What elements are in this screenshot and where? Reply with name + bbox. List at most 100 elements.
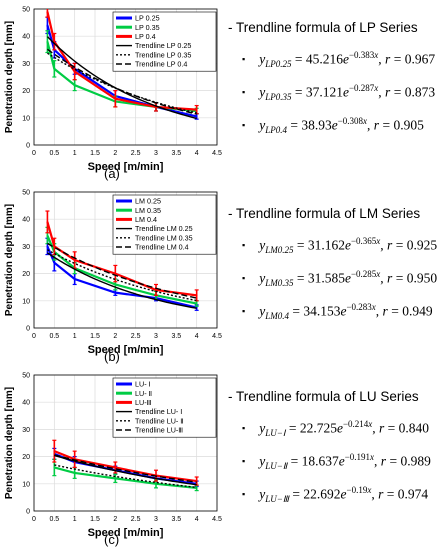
formula-y: y (259, 453, 266, 469)
x-tick-label: 3 (154, 333, 158, 340)
y-tick-label: 10 (22, 115, 30, 122)
data-point (155, 482, 157, 485)
formula-exponent: −0.383x (349, 50, 378, 60)
formula-exponent: −0.285x (351, 269, 380, 279)
formula-a: 22.725 (299, 420, 337, 436)
formula-exponent: −0.308x (338, 116, 367, 126)
formula-eq2: = (386, 453, 401, 469)
x-axis-label: Speed [m/min] (88, 344, 164, 356)
data-point (195, 294, 198, 297)
legend-label: Trendline LU- Ⅱ (135, 416, 184, 425)
formula-r: 0.974 (397, 486, 429, 502)
data-point (73, 472, 76, 474)
formula-eq: = (291, 51, 306, 67)
formula-subscript: LU−Ⅰ (265, 428, 286, 439)
trendline-2 (47, 48, 197, 115)
x-tick-label: 3.5 (171, 333, 181, 340)
formula-row: ▪ yLU−Ⅰ = 22.725e−0.214x, r = 0.840 (242, 419, 429, 439)
y-axis-label: Penetration depth [mm] (4, 21, 15, 133)
bullet-icon: ▪ (242, 455, 246, 466)
legend-label: Trendline LM 0.25 (135, 224, 193, 233)
formula-b: −0.191 (344, 452, 371, 462)
formula-eq2: = (379, 117, 394, 133)
formula-comma: , (375, 303, 383, 319)
legend-label: Trendline LM 0.4 (135, 243, 189, 252)
formula-e: e (331, 117, 338, 133)
formula-eq: = (286, 117, 302, 133)
trendline-0 (47, 252, 197, 310)
formula-b: −0.283 (346, 302, 372, 312)
formula-b: −0.287 (348, 83, 375, 93)
formula-r-label: r (385, 84, 391, 100)
data-point (155, 289, 157, 291)
formula-box-lu: - Trendline formula of LU Series ▪ yLU−Ⅰ … (228, 389, 438, 519)
trendline-1 (54, 464, 197, 489)
data-point (73, 278, 76, 280)
data-point (53, 67, 56, 70)
chart-lp: 0 0.5 1 1.5 2 2.5 3 3.5 4 4.5 0 10 20 30 40 50 Speed [m/… (4, 7, 222, 174)
formula-eq: = (288, 303, 304, 319)
data-point (114, 477, 117, 480)
data-point (53, 466, 56, 469)
formula-comma: , (372, 420, 380, 436)
panel-lu: 0 0.5 1 1.5 2 2.5 3 3.5 4 4.5 0 10 20 30 40 50 Speed [m/… (0, 366, 438, 550)
formula-comma: , (380, 270, 388, 286)
legend-label: LU- Ⅰ (135, 380, 151, 389)
formula-r: 0.989 (400, 453, 431, 469)
formula-row: ▪ yLM0.25 = 31.162e−0.365x, r = 0.925 (242, 236, 437, 255)
formula-a: 38.93 (301, 117, 332, 133)
legend-label: LP 0.4 (135, 32, 156, 41)
formula-y: y (259, 303, 266, 319)
data-point (53, 261, 56, 264)
legend-label: LM 0.4 (135, 215, 157, 224)
data-point (46, 24, 49, 27)
panel-caption: (c) (104, 532, 120, 547)
formula-heading-lm: - Trendline formula of LM Series (228, 206, 421, 221)
formula-x: x (363, 116, 368, 126)
legend-label: Trendline LP 0.25 (135, 41, 191, 50)
x-tick-label: 2.5 (131, 150, 141, 157)
legend-label: LP 0.35 (135, 23, 160, 32)
y-tick-label: 0 (26, 509, 30, 516)
series-line (46, 11, 197, 111)
formula-r: 0.873 (404, 84, 436, 100)
formula-row: ▪ yLM0.4 = 34.153e−0.283x, r = 0.949 (242, 302, 433, 321)
chart-lm: 0 0.5 1 1.5 2 2.5 3 3.5 4 4.5 0 10 20 30 40 50 Speed [m/… (4, 190, 222, 357)
data-point (46, 221, 49, 223)
formula-x: x (374, 50, 379, 60)
trendline-2 (47, 242, 197, 299)
formula-r-label: r (387, 270, 393, 286)
plot-border (33, 374, 218, 512)
formula-heading-lu: - Trendline formula of LU Series (228, 389, 419, 404)
formula-x: x (368, 419, 373, 429)
plot-content (45, 9, 199, 120)
x-tick-label: 4 (195, 516, 199, 523)
x-axis-label: Speed [m/min] (88, 161, 164, 173)
formula-comma: , (378, 51, 386, 67)
x-tick-label: 1.5 (90, 150, 100, 157)
y-tick-label: 10 (22, 481, 30, 488)
x-tick-label: 0 (32, 333, 36, 340)
formula-a: 34.153 (303, 303, 341, 319)
formula-b: −0.19 (346, 485, 368, 495)
data-point (195, 115, 198, 118)
formula-b: −0.285 (350, 269, 377, 279)
data-point (114, 283, 117, 286)
bullet-icon: ▪ (242, 488, 246, 499)
legend-label: LM 0.35 (135, 206, 161, 215)
formula-r-label: r (387, 237, 393, 253)
formula-heading-lp: - Trendline formula of LP Series (228, 20, 418, 35)
data-point (195, 108, 198, 111)
x-tick-label: 1 (73, 150, 77, 157)
bullet-icon: ▪ (242, 53, 246, 64)
legend-label: Trendline LM 0.35 (135, 233, 193, 242)
plot-content (52, 439, 199, 492)
panel-caption: (b) (104, 349, 120, 364)
data-point (114, 291, 117, 294)
formula-y: y (259, 51, 266, 67)
legend-label: LM 0.25 (135, 197, 161, 206)
x-tick-label: 1 (73, 333, 77, 340)
trendline-1 (47, 249, 197, 302)
bullet-icon: ▪ (242, 422, 246, 433)
